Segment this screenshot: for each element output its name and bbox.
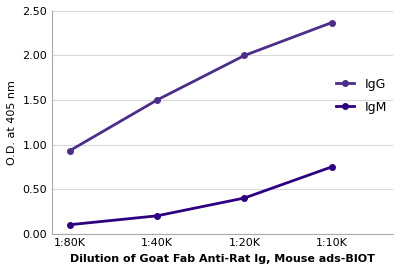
- IgG: [67, 149, 72, 152]
- IgG: [330, 21, 334, 24]
- IgM: [155, 214, 160, 217]
- Line: IgG: IgG: [67, 20, 335, 154]
- IgM: [242, 196, 247, 200]
- IgG: [155, 98, 160, 102]
- X-axis label: Dilution of Goat Fab Anti-Rat Ig, Mouse ads-BIOT: Dilution of Goat Fab Anti-Rat Ig, Mouse …: [70, 254, 375, 264]
- IgG: [242, 54, 247, 57]
- IgM: [67, 223, 72, 226]
- IgM: [330, 165, 334, 169]
- Legend: IgG, IgM: IgG, IgM: [336, 78, 387, 114]
- Line: IgM: IgM: [67, 164, 335, 228]
- Y-axis label: O.D. at 405 nm: O.D. at 405 nm: [7, 80, 17, 165]
